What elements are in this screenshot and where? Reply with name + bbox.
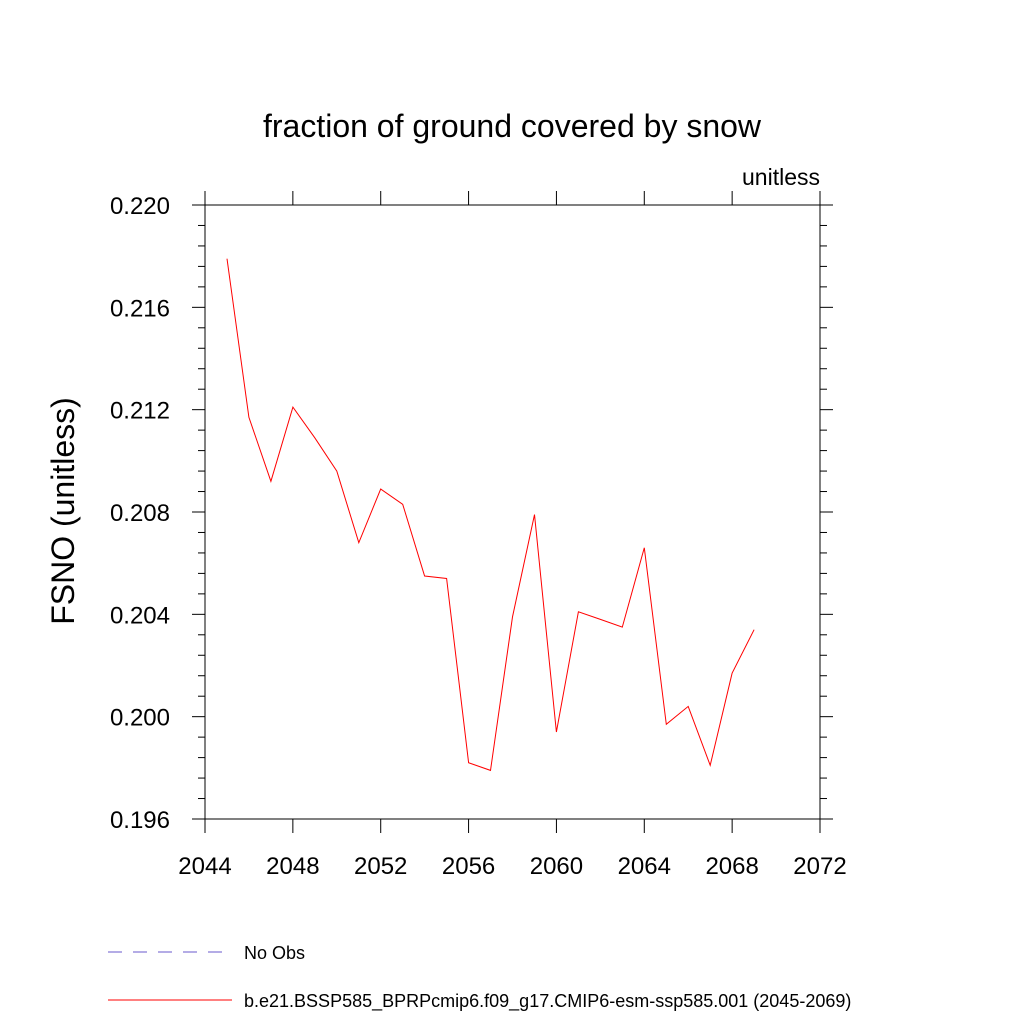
legend: No Obs b.e21.BSSP585_BPRPcmip6.f09_g17.CM… [108,943,851,1012]
axis-ticks [192,191,833,833]
legend-label: No Obs [244,943,305,963]
x-tick-label: 2044 [178,853,231,880]
axis-tick-labels: 0.196 0.200 0.204 0.208 0.212 0.216 0.220 2044 2… [110,193,847,880]
units-label: unitless [742,164,820,190]
y-tick-label: 0.208 [110,500,170,527]
y-axis-label: FSNO (unitless) [45,397,81,625]
y-tick-label: 0.204 [110,602,170,629]
legend-label: b.e21.BSSP585_BPRPcmip6.f09_g17.CMIP6-es… [244,991,851,1012]
y-tick-label: 0.200 [110,705,170,732]
series-layer [226,258,755,772]
x-tick-label: 2072 [793,853,846,880]
chart-title: fraction of ground covered by snow [263,108,762,144]
x-tick-label: 2060 [530,853,583,880]
x-tick-label: 2064 [618,853,671,880]
plot-frame [204,204,821,820]
series-line [226,258,755,772]
y-tick-label: 0.212 [110,398,170,425]
x-tick-label: 2068 [705,853,758,880]
y-tick-label: 0.196 [110,807,170,834]
x-tick-label: 2048 [266,853,319,880]
x-tick-label: 2056 [442,853,495,880]
x-tick-label: 2052 [354,853,407,880]
y-tick-label: 0.220 [110,193,170,220]
y-tick-label: 0.216 [110,295,170,322]
